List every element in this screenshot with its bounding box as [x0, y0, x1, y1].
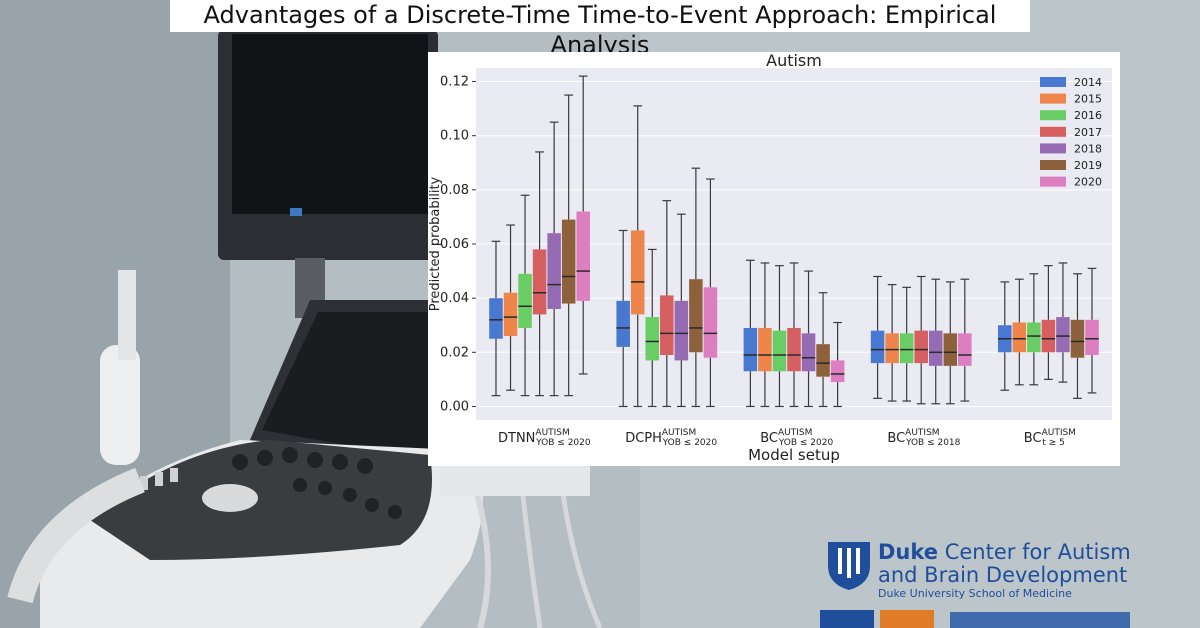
box-2018 [1056, 317, 1070, 353]
y-axis-label: Predicted probability [428, 176, 443, 311]
page-title: Advantages of a Discrete-Time Time-to-Ev… [170, 0, 1030, 59]
y-tick-label: 0.08 [440, 183, 469, 198]
box-2017 [532, 249, 547, 315]
box-2014 [616, 300, 630, 347]
logo-org-subtitle: Duke University School of Medicine [878, 587, 1072, 600]
box-2020 [1085, 319, 1099, 356]
box-2017 [1041, 319, 1056, 353]
box-2019 [689, 279, 703, 353]
y-tick-label: 0.04 [440, 291, 469, 306]
y-tick-label: 0.00 [440, 399, 469, 414]
box-2016 [772, 330, 787, 372]
logo-org-bold: Duke [878, 540, 939, 564]
box-2015 [1012, 322, 1027, 353]
box-2015 [503, 292, 518, 337]
box-2015 [885, 333, 899, 364]
box-2018 [547, 233, 561, 309]
box-2020 [830, 360, 845, 383]
box-2020 [576, 211, 590, 301]
legend-label: 2014 [1074, 76, 1102, 89]
logo-org-line2: and Brain Development [878, 563, 1128, 587]
legend-label: 2018 [1074, 142, 1102, 155]
duke-logo: Duke Center for Autism and Brain Develop… [820, 538, 1200, 628]
box-2017 [914, 330, 928, 364]
box-2014 [743, 327, 758, 372]
x-axis-label: Model setup [748, 446, 840, 464]
box-2018 [801, 333, 816, 372]
duke-shield-icon [828, 542, 870, 590]
legend-swatch-2019 [1040, 160, 1066, 170]
box-2019 [1070, 319, 1085, 358]
legend-label: 2020 [1074, 176, 1102, 189]
x-tick-label: BCAUTISM t ≥ 5 [1024, 428, 1076, 448]
chart-card: 0.00 0.02 0.04 0.06 0.08 0.10 0.12 DTNNAUTISM YO… [428, 52, 1120, 466]
box-2016 [899, 333, 914, 364]
legend-swatch-2015 [1040, 93, 1066, 104]
box-2019 [943, 333, 958, 366]
legend-label: 2017 [1074, 126, 1102, 139]
box-2016 [645, 317, 660, 361]
box-2015 [630, 230, 645, 315]
box-2019 [816, 344, 830, 377]
box-2017 [660, 295, 674, 356]
logo-org-rest: Center for Autism [944, 540, 1131, 564]
box-2014 [870, 330, 885, 364]
box-2018 [674, 300, 689, 361]
x-tick-label: DTNNAUTISM YOB ≤ 2020 [498, 428, 591, 448]
box-2018 [928, 330, 943, 366]
legend-swatch-2020 [1040, 176, 1066, 187]
box-2020 [958, 333, 972, 366]
box-2020 [703, 287, 718, 358]
x-tick-label: DCPHAUTISM YOB ≤ 2020 [625, 428, 717, 448]
legend-label: 2019 [1074, 159, 1102, 172]
legend-swatch-2017 [1040, 126, 1066, 137]
box-2014 [489, 298, 503, 339]
partner-badges [820, 610, 1130, 628]
y-tick-label: 0.10 [440, 129, 469, 144]
x-tick-label: BCAUTISM YOB ≤ 2020 [760, 428, 833, 448]
box-2017 [787, 327, 801, 372]
logo-org-name: Duke Center for Autism [878, 540, 1131, 564]
chart-title: Autism [766, 52, 822, 70]
x-tick-label: BCAUTISM YOB ≤ 2018 [887, 428, 960, 448]
box-2016 [1027, 322, 1041, 353]
legend-label: 2016 [1074, 109, 1102, 122]
legend-label: 2015 [1074, 93, 1102, 106]
box-plot-chart: 0.00 0.02 0.04 0.06 0.08 0.10 0.12 DTNNAUTISM YO… [428, 52, 1112, 464]
y-tick-label: 0.06 [440, 237, 469, 252]
y-tick-label: 0.12 [440, 75, 469, 90]
box-2019 [561, 219, 576, 304]
y-tick-label: 0.02 [440, 345, 469, 360]
box-2015 [758, 327, 772, 372]
legend-swatch-2016 [1040, 110, 1066, 121]
legend-swatch-2018 [1040, 143, 1066, 154]
box-2016 [518, 273, 532, 328]
legend-swatch-2014 [1040, 77, 1066, 87]
